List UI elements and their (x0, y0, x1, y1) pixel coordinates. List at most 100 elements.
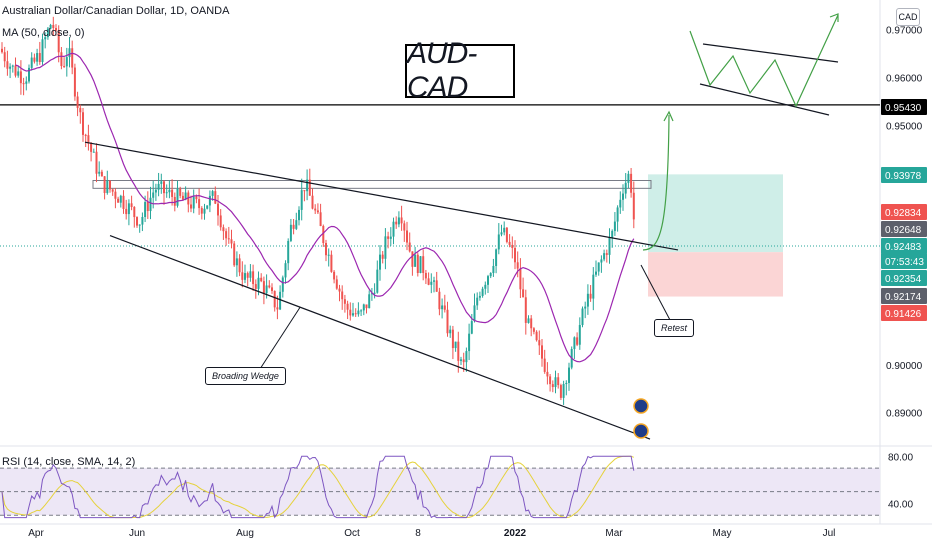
inset-arrowhead (829, 13, 839, 22)
rsi-sma-line (1, 455, 634, 519)
time-tick-label: Aug (236, 528, 254, 539)
candle-body (208, 195, 211, 206)
candle-body (478, 295, 481, 298)
candle-body (127, 203, 130, 215)
candle-body (576, 337, 579, 345)
candle-body (595, 271, 597, 275)
candle-body (338, 288, 341, 292)
candle-body (303, 190, 306, 192)
candle-body (173, 196, 176, 206)
time-tick-label: Oct (344, 528, 360, 539)
candle-body (95, 151, 98, 174)
candle-body (49, 24, 52, 29)
candle-body (122, 195, 125, 209)
candle-body (38, 53, 41, 62)
candle-body (622, 193, 624, 200)
candle-body (519, 268, 522, 290)
candle-body (44, 37, 47, 40)
candle-body (616, 207, 619, 222)
candle-body (260, 277, 263, 282)
candle-body (36, 53, 39, 62)
candle-body (6, 61, 9, 69)
price-label-box (881, 288, 927, 304)
price-label-box (881, 305, 927, 321)
candle-body (203, 208, 206, 214)
inset-zigzag (689, 14, 839, 108)
candle-body (17, 71, 20, 76)
candle-body (487, 276, 489, 285)
candle-body (227, 238, 230, 240)
candle-body (1, 48, 3, 53)
wedge-lower-line (109, 234, 651, 440)
candle-body (522, 289, 525, 298)
candle-body (92, 151, 95, 153)
candle-body (327, 254, 330, 256)
candle-body (495, 249, 498, 266)
candle-body (532, 328, 535, 332)
candle-body (138, 224, 141, 226)
candle-body (430, 281, 433, 285)
currency-badge[interactable]: CAD (896, 8, 920, 26)
candle-body (222, 227, 225, 232)
take-profit-zone (648, 174, 783, 253)
candle-body (63, 66, 66, 68)
candle-body (273, 290, 276, 308)
price-label-high: 0.92834 (885, 208, 922, 219)
price-label-box (881, 167, 927, 183)
candle-body (586, 293, 589, 307)
candle-body (252, 271, 255, 285)
candle-body (368, 294, 371, 309)
candle-body (365, 304, 368, 309)
candle-body (265, 285, 268, 294)
candle-body (403, 223, 406, 231)
price-tick-label: 0.96000 (886, 74, 923, 85)
candle-body (14, 65, 17, 76)
candle-body (9, 66, 12, 69)
ma-legend[interactable]: MA (50, close, 0) (2, 27, 85, 39)
candle-body (551, 384, 554, 388)
candles-group (1, 16, 635, 405)
candle-body (316, 210, 319, 213)
ma-line (15, 52, 635, 363)
candle-body (233, 243, 236, 266)
candle-body (589, 293, 592, 299)
candle-body (343, 299, 346, 304)
candle-body (257, 277, 260, 289)
price-label-box (881, 238, 927, 254)
candle-body (119, 195, 122, 203)
candle-body (492, 265, 495, 274)
candle-body (33, 57, 36, 62)
candle-body (30, 57, 33, 68)
symbol-legend[interactable]: Australian Dollar/Canadian Dollar, 1D, O… (2, 5, 230, 17)
candle-body (613, 221, 616, 231)
candle-body (581, 308, 584, 326)
candle-body (346, 303, 349, 310)
candle-body (146, 202, 149, 212)
candle-body (157, 183, 160, 190)
candle-body (3, 52, 6, 62)
price-tick-label: 0.95000 (886, 121, 923, 132)
candle-body (217, 203, 219, 216)
price-label-box (881, 253, 927, 269)
candle-body (557, 377, 560, 386)
time-tick-label: 2022 (504, 528, 527, 539)
candle-body (592, 274, 595, 299)
candle-body (22, 83, 25, 85)
candle-body (181, 195, 184, 200)
candle-body (619, 199, 622, 208)
candle-body (414, 254, 417, 267)
candle-body (538, 340, 541, 346)
price-tick-label: 0.97000 (886, 26, 923, 37)
candle-body (500, 232, 503, 235)
candle-body (584, 306, 587, 309)
rsi-tick-label: 40.00 (888, 499, 913, 510)
rsi-band-fill (0, 468, 880, 516)
rsi-legend[interactable]: RSI (14, close, SMA, 14, 2) (2, 456, 136, 468)
candle-body (230, 239, 233, 244)
candle-body (84, 134, 87, 136)
candle-body (214, 191, 217, 204)
candle-body (451, 329, 454, 349)
candle-body (362, 304, 365, 311)
